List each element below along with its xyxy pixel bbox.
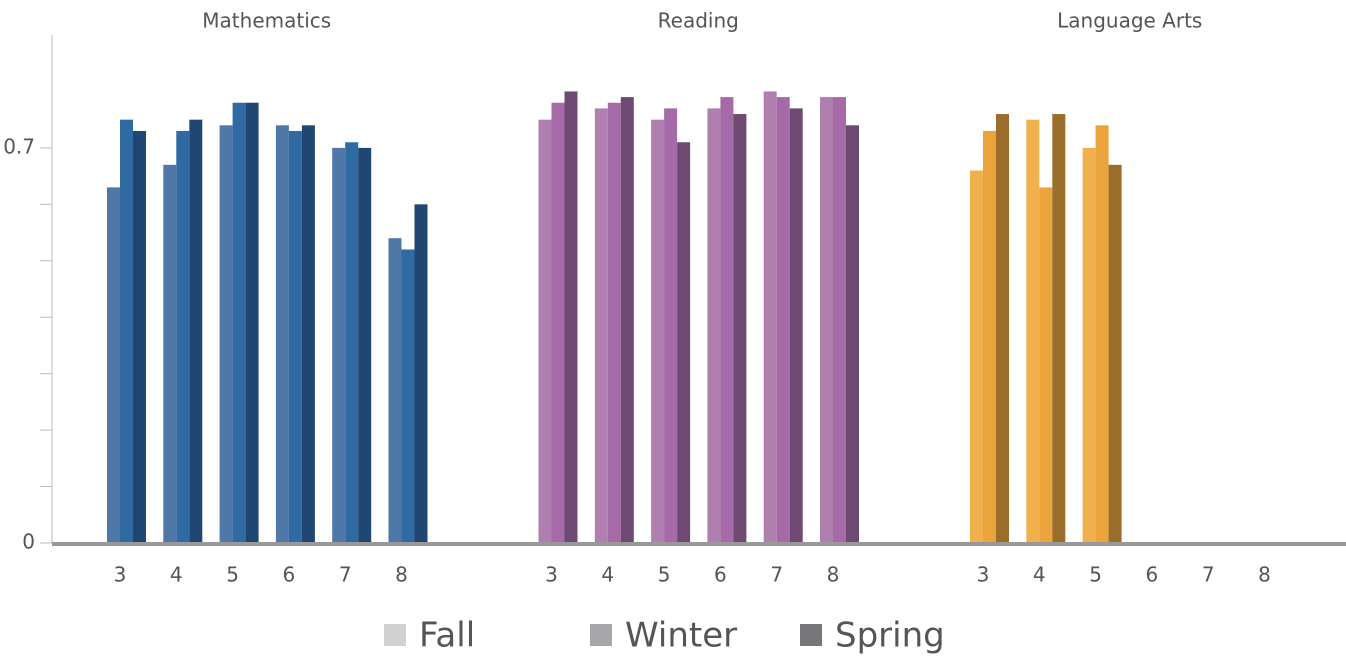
legend-label: Winter <box>625 616 737 656</box>
bar <box>1095 125 1109 544</box>
bar <box>358 147 372 543</box>
x-tick-label: 7 <box>770 563 783 587</box>
bar <box>107 187 120 543</box>
bar <box>401 249 415 543</box>
bar <box>275 125 289 544</box>
bar <box>245 102 259 543</box>
bar <box>388 238 402 543</box>
bar <box>651 119 665 544</box>
bar <box>763 91 777 543</box>
panel-title: Language Arts <box>1057 9 1202 33</box>
bar <box>345 142 359 543</box>
bar <box>607 102 621 543</box>
panel-title: Reading <box>658 9 739 33</box>
bar <box>288 130 302 543</box>
x-tick-label: 7 <box>339 563 352 587</box>
bar <box>1026 119 1040 544</box>
bar <box>776 97 790 543</box>
bar <box>833 97 846 543</box>
x-tick-label: 8 <box>1258 563 1271 587</box>
bar <box>846 125 859 544</box>
bar <box>163 164 177 544</box>
x-tick-label: 4 <box>601 563 614 587</box>
x-tick-label: 8 <box>395 563 408 587</box>
bar <box>733 114 747 544</box>
bar <box>232 102 246 543</box>
bar <box>720 97 734 543</box>
bar <box>332 147 346 543</box>
bar <box>677 142 691 543</box>
bar <box>1039 187 1053 543</box>
bar <box>820 97 833 543</box>
bar <box>707 108 721 543</box>
x-tick-label: 6 <box>283 563 296 587</box>
x-tick-label: 7 <box>1202 563 1215 587</box>
bar <box>664 108 678 543</box>
legend-swatch <box>384 624 406 646</box>
bar <box>538 119 552 544</box>
bar <box>120 119 133 544</box>
bar <box>1108 164 1122 544</box>
x-tick-label: 5 <box>1089 563 1102 587</box>
legend-swatch <box>590 624 612 646</box>
bar <box>594 108 608 543</box>
bar <box>189 119 203 544</box>
bar <box>983 130 996 543</box>
x-tick-label: 3 <box>545 563 558 587</box>
bar <box>620 97 634 543</box>
legend-label: Fall <box>419 616 475 656</box>
legend-label: Spring <box>835 616 945 656</box>
x-tick-label: 4 <box>1033 563 1046 587</box>
bar <box>1082 147 1096 543</box>
bar <box>970 170 983 543</box>
bar <box>133 130 146 543</box>
bar <box>564 91 578 543</box>
y-tick-label: 0 <box>22 530 35 554</box>
bar <box>789 108 803 543</box>
x-tick-label: 8 <box>827 563 840 587</box>
x-tick-label: 3 <box>114 563 127 587</box>
bar <box>1052 114 1066 544</box>
x-tick-label: 6 <box>1146 563 1159 587</box>
y-tick-label: 0.7 <box>3 134 35 158</box>
legend-swatch <box>800 624 822 646</box>
bar <box>414 204 428 544</box>
bar <box>176 130 190 543</box>
bar <box>301 125 315 544</box>
bar <box>219 125 233 544</box>
panel-title: Mathematics <box>202 9 331 33</box>
x-tick-label: 5 <box>226 563 239 587</box>
x-tick-label: 4 <box>170 563 183 587</box>
x-tick-label: 6 <box>714 563 727 587</box>
x-tick-label: 5 <box>658 563 671 587</box>
x-tick-label: 3 <box>977 563 990 587</box>
bar <box>996 114 1009 544</box>
bar <box>551 102 565 543</box>
